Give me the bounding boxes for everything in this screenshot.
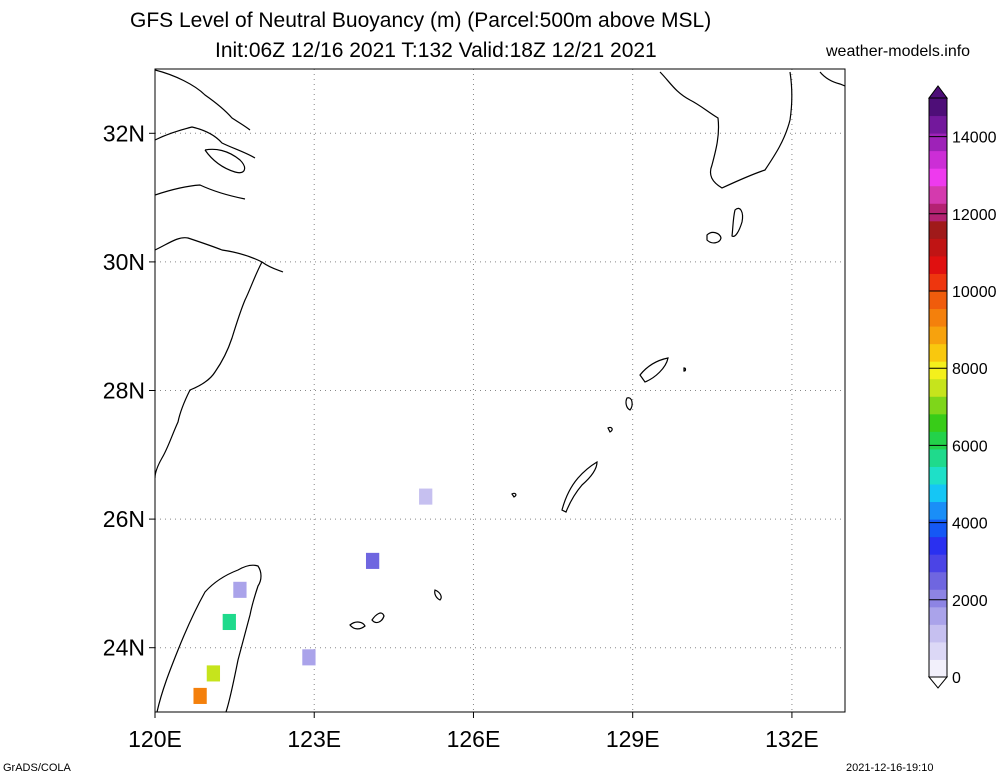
footer-credit: GrADS/COLA [3,762,71,774]
lnb-cell [233,581,247,598]
tick-label-lat: 28N [103,378,145,404]
colorbar-segment [929,98,947,117]
island-ishigaki [349,621,366,630]
tick-label-lat: 32N [103,120,145,146]
colorbar-segment [929,641,947,660]
chart-subtitle: Init:06Z 12/16 2021 T:132 Valid:18Z 12/2… [215,39,657,62]
colorbar-label: 10000 [952,284,997,301]
island-miyako [434,589,442,601]
tick-label-lat: 26N [103,506,145,532]
island-iriomote [371,612,385,624]
coast-japan-kyushu [659,71,793,189]
coast-yangtze [155,69,251,174]
colorbar-segment [929,431,947,450]
lnb-cell [302,649,316,666]
colorbar-segment [929,203,947,222]
lnb-cell [193,687,207,704]
island-yakushima [706,231,722,244]
tick-label-lon: 129E [606,726,660,752]
island-small-3 [683,367,687,372]
tick-label-lat: 24N [103,635,145,661]
colorbar-segment [929,501,947,520]
colorbar-segment [929,624,947,643]
colorbar-segment [929,606,947,625]
tick-label-lon: 132E [765,726,819,752]
lnb-cell [419,488,433,505]
lnb-cells [193,488,433,704]
island-small-1 [607,426,613,433]
colorbar-segment [929,519,947,538]
colorbar-segment [929,308,947,327]
gridlines [154,69,845,712]
colorbar-label: 14000 [952,130,997,147]
coast-japan-east [819,71,845,87]
lon-axis: 120E 123E 126E 129E 132E [128,712,819,752]
tick-label-lon: 123E [287,726,341,752]
colorbar-segment [929,115,947,134]
colorbar-segment [929,185,947,204]
colorbar-segment [929,554,947,573]
colorbar-segment [929,448,947,467]
lnb-cell [206,665,221,682]
lnb-cell [365,552,380,569]
colorbar-segment [929,396,947,415]
colorbar-label: 6000 [952,438,988,455]
colorbar-label: 4000 [952,516,988,533]
colorbar-segment [929,238,947,257]
island-tokunoshima [625,397,633,411]
colorbar-label: 8000 [952,361,988,378]
island-okinawa [561,460,598,513]
coast-china [155,126,284,479]
tick-label-lat: 30N [103,249,145,275]
colorbar-segment [929,220,947,239]
colorbar-segment [929,378,947,397]
lnb-cell [222,613,236,631]
colorbar-segment [929,343,947,362]
colorbar: 0 2000 4000 6000 8000 10000 12000 14000 [927,85,997,689]
colorbar-segment [929,291,947,310]
footer-timestamp: 2021-12-16-19:10 [846,762,934,774]
colorbar-segment [929,466,947,485]
colorbar-segment [929,361,947,380]
colorbar-segment [929,255,947,274]
coastlines [155,69,845,712]
colorbar-segment [929,168,947,187]
colorbar-segment [929,571,947,590]
island-tanegashima [731,207,744,237]
colorbar-segment [929,484,947,503]
site-label: weather-models.info [826,43,971,60]
chart-title: GFS Level of Neutral Buoyancy (m) (Parce… [130,9,712,32]
colorbar-min-arrow [927,676,949,689]
colorbar-segment [929,413,947,432]
colorbar-label: 0 [952,670,961,687]
island-taiwan [156,564,262,712]
tick-label-lon: 126E [447,726,501,752]
colorbar-segment [929,150,947,169]
colorbar-segment [929,659,947,678]
colorbar-label: 2000 [952,593,988,610]
tick-label-lon: 120E [128,726,182,752]
lat-axis: 32N 30N 28N 26N 24N [103,120,155,661]
colorbar-max-arrow [928,85,948,99]
island-small-2 [511,492,517,498]
colorbar-segment [929,536,947,555]
colorbar-segment [929,589,947,608]
colorbar-segment [929,273,947,292]
island-amami [639,357,669,383]
colorbar-segment [929,133,947,152]
colorbar-segment [929,326,947,345]
colorbar-label: 12000 [952,207,997,224]
